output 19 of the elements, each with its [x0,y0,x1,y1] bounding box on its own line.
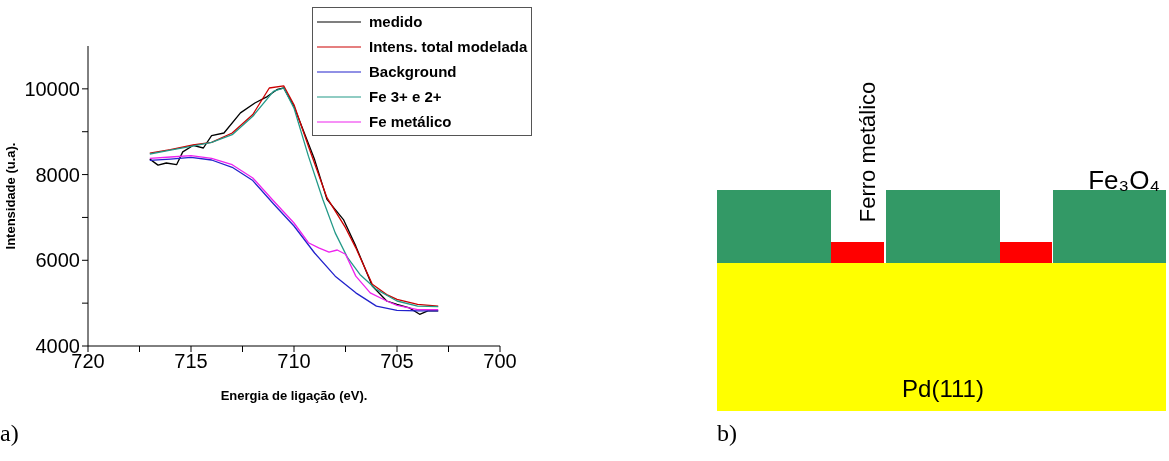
x-tick-label: 700 [483,350,517,373]
y-tick-label: 8000 [35,163,80,186]
y-tick-label: 10000 [24,77,80,100]
legend-label: medido [369,13,423,30]
legend-label: Fe 3+ e 2+ [369,88,442,105]
legend-label: Intens. total modelada [369,38,528,55]
text: a) [0,420,19,447]
text: Fe₃O₄ [1088,165,1160,195]
legend-label: Fe metálico [369,113,452,130]
y-axis-title: Intensidade (u.a). [2,142,18,250]
x-tick-label: 715 [174,350,208,373]
x-axis-title: Energia de ligação (eV). [220,388,368,403]
text: b) [717,420,737,447]
y-tick-label: 6000 [35,249,80,272]
text: Pd(111) [902,375,984,402]
text: Ferro metálico [855,81,880,223]
x-tick-label: 705 [380,350,414,373]
legend-label: Background [369,63,457,80]
x-tick-label: 710 [277,350,311,373]
